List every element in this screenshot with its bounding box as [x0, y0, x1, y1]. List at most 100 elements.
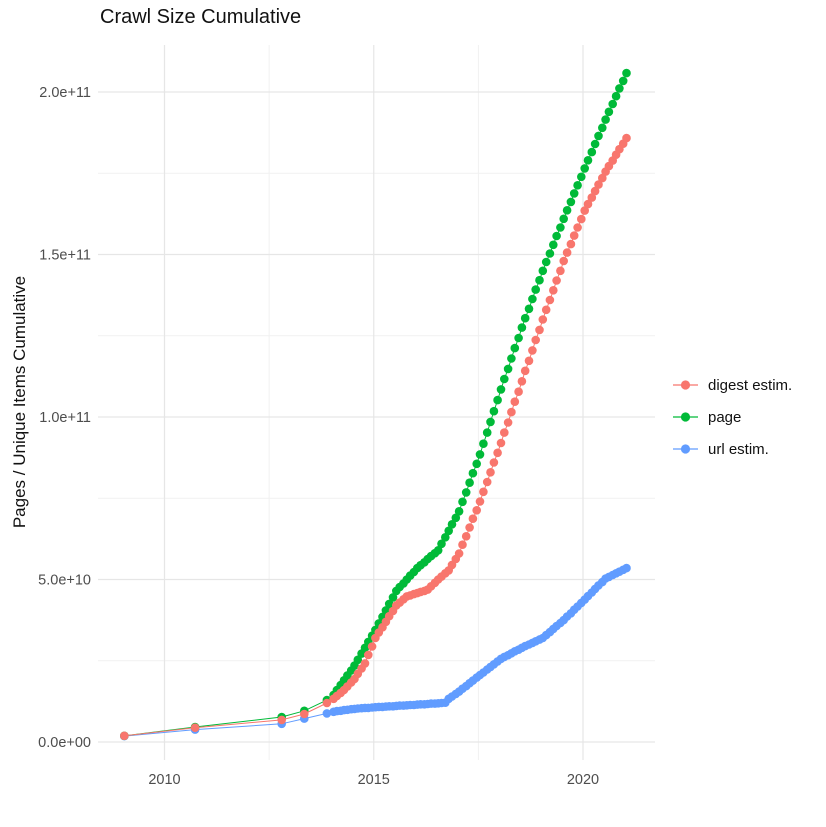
- data-point: [503, 364, 513, 374]
- data-point: [451, 513, 461, 523]
- data-point: [590, 186, 600, 196]
- data-point: [573, 223, 582, 232]
- data-point: [559, 256, 568, 266]
- data-point: [433, 546, 443, 555]
- legend-key-icon: [673, 380, 698, 390]
- y-tick-label: 1.0e+11: [39, 410, 91, 426]
- legend-label: page: [708, 408, 742, 426]
- data-point: [549, 240, 558, 250]
- chart-title: Crawl Size Cumulative: [100, 6, 302, 28]
- legend-item-page: page: [672, 406, 792, 428]
- x-tick-label: 2020: [567, 772, 599, 788]
- data-point: [598, 173, 607, 183]
- data-point: [611, 91, 621, 101]
- data-point: [556, 223, 565, 232]
- data-point: [468, 468, 478, 478]
- data-point: [520, 366, 530, 376]
- data-point: [520, 313, 530, 323]
- data-point: [583, 199, 593, 209]
- data-point: [538, 266, 548, 276]
- data-point: [528, 294, 537, 304]
- legend-label: digest estim.: [708, 376, 793, 394]
- data-point: [322, 709, 332, 718]
- data-point: [475, 497, 485, 506]
- data-point: [556, 266, 565, 276]
- data-point: [507, 354, 516, 363]
- legend-key-icon: [673, 444, 698, 454]
- data-point: [573, 181, 582, 190]
- data-point: [622, 133, 631, 143]
- data-point: [444, 526, 454, 536]
- y-tick-label: 2.0e+11: [39, 85, 91, 101]
- data-point: [360, 659, 370, 668]
- data-point: [496, 438, 506, 448]
- data-point: [482, 477, 492, 487]
- data-point: [479, 439, 488, 449]
- data-point: [493, 395, 502, 405]
- data-point: [545, 295, 555, 305]
- data-point: [461, 532, 471, 541]
- data-point: [552, 276, 561, 285]
- data-point: [552, 231, 561, 241]
- data-point: [479, 487, 488, 497]
- data-point: [322, 698, 332, 708]
- data-point: [594, 180, 603, 189]
- data-point: [441, 533, 450, 542]
- data-point: [622, 563, 631, 573]
- data-point: [437, 539, 446, 549]
- x-tick-label: 2015: [358, 772, 390, 788]
- data-point: [489, 458, 499, 467]
- data-point: [541, 305, 551, 315]
- data-point: [517, 377, 527, 386]
- data-point: [496, 385, 506, 394]
- data-point: [528, 346, 537, 355]
- data-point: [577, 214, 586, 224]
- data-point: [601, 115, 610, 124]
- data-point: [472, 459, 482, 469]
- data-point: [465, 478, 474, 488]
- data-point: [489, 406, 499, 416]
- data-point: [300, 709, 309, 719]
- data-point: [618, 76, 628, 86]
- data-point: [514, 387, 523, 397]
- legend: digest estim. page url estim.: [672, 374, 792, 460]
- data-point: [615, 84, 624, 93]
- data-point: [598, 123, 607, 133]
- legend-item-url-estim: url estim.: [672, 438, 792, 460]
- data-point: [541, 257, 551, 267]
- data-point: [531, 285, 540, 294]
- data-point: [472, 506, 482, 515]
- data-point: [583, 156, 593, 165]
- y-tick-label: 0.0e+00: [38, 735, 91, 751]
- data-point: [580, 206, 589, 215]
- data-point: [503, 418, 513, 427]
- data-point: [538, 315, 548, 324]
- data-point: [465, 523, 474, 532]
- data-point: [468, 514, 478, 523]
- data-point: [475, 450, 485, 459]
- data-point: [486, 417, 495, 427]
- data-point: [608, 99, 617, 109]
- data-point: [482, 428, 492, 437]
- data-point: [447, 520, 457, 529]
- data-point: [500, 428, 509, 437]
- data-point: [580, 164, 589, 173]
- data-point: [486, 468, 495, 477]
- data-point: [549, 286, 558, 295]
- data-point: [120, 731, 129, 741]
- data-point: [388, 593, 398, 602]
- data-point: [277, 715, 287, 725]
- data-point: [507, 407, 516, 417]
- data-point: [367, 642, 377, 651]
- legend-label: url estim.: [708, 440, 769, 458]
- data-point: [587, 147, 597, 157]
- data-point: [545, 249, 555, 258]
- data-point: [622, 68, 631, 78]
- data-point: [569, 189, 579, 198]
- data-point: [510, 343, 520, 353]
- data-point: [535, 325, 544, 335]
- data-point: [493, 448, 502, 458]
- data-point: [566, 239, 576, 249]
